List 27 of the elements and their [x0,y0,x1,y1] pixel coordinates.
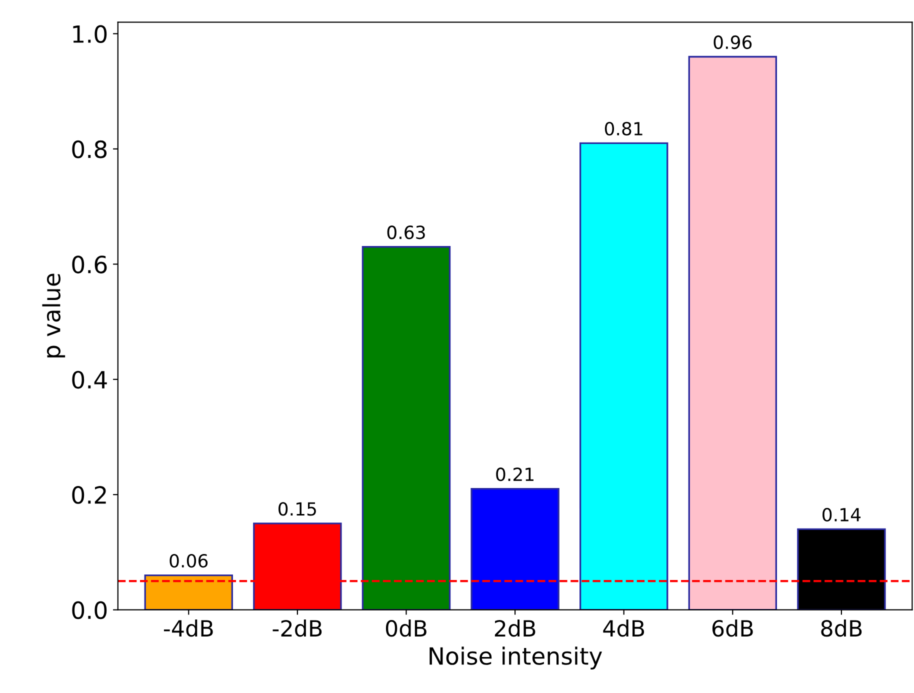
y-tick-label: 1.0 [73,25,107,44]
x-tick-label: -4dB [164,620,213,637]
data-label: 0.96 [714,35,752,50]
bar [579,142,668,610]
bar [470,488,560,610]
data-label: 0.21 [496,468,534,482]
bar [144,574,233,610]
y-tick-label: 0.8 [72,140,107,158]
data-label: 0.81 [604,122,642,136]
x-tick-label: -2dB [272,620,322,637]
x-tick-label: 6dB [712,620,753,637]
x-tick-label: 0dB [386,620,426,637]
data-label: 0.06 [170,554,208,568]
y-tick-label: 0.6 [72,256,107,274]
y-axis-title: p value [42,274,66,358]
x-tick-label: 4dB [603,620,644,637]
x-tick-label: 8dB [821,620,862,637]
data-label: 0.15 [278,502,316,516]
y-tick-label: 0.0 [72,601,107,620]
bar [688,56,778,610]
x-tick-label: 2dB [494,620,536,637]
y-tick-label: 0.4 [72,370,107,389]
bar [362,246,451,610]
y-tick-label: 0.2 [72,486,106,504]
data-label: 0.14 [822,508,861,522]
data-label: 0.63 [387,226,425,240]
x-axis-title: Noise intensity [430,646,602,670]
